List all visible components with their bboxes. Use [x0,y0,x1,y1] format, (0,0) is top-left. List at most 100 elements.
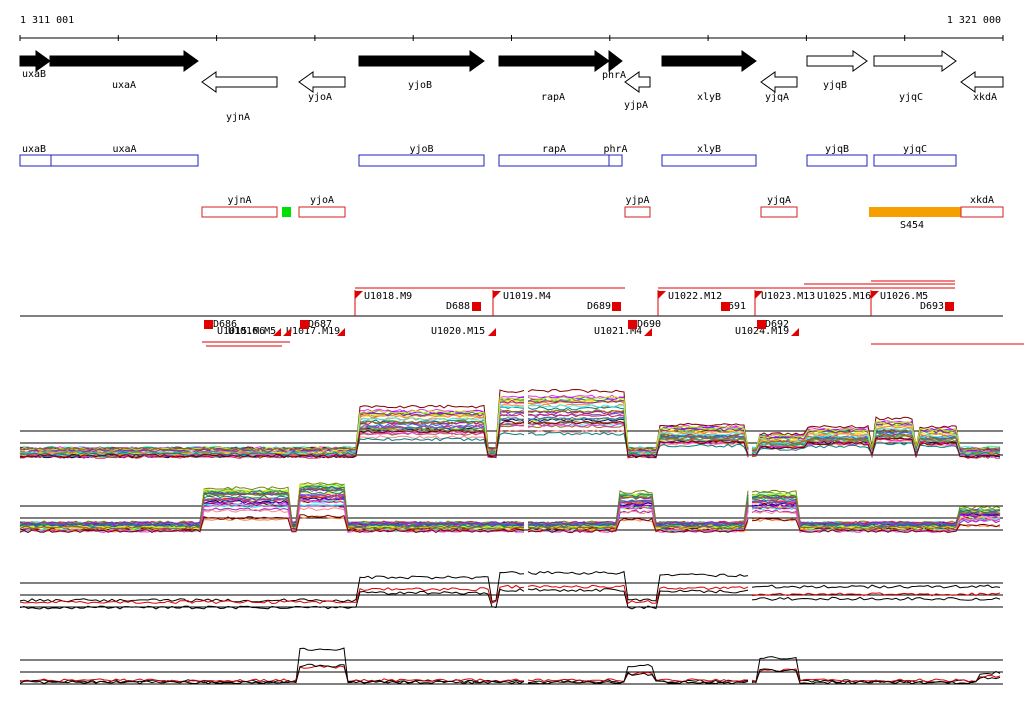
segment-marker [945,302,954,311]
segment-marker [204,320,213,329]
segment-label: U1015.M6 [217,326,265,337]
segment-label: D693 [920,301,944,312]
gene-arrow [298,71,346,93]
segment-flag [755,291,763,299]
segment-marker [757,320,766,329]
expression-trace [19,588,1001,610]
segment-label: D687 [308,319,332,330]
expression-trace [19,494,1001,525]
ruler: 1 311 001 1 321 000 [20,15,1003,39]
segment-label: U1018.M9 [364,291,412,302]
segment-flag [355,291,363,299]
segment-marker [472,302,481,311]
expression-trace [19,665,1001,683]
segment-marker [628,320,637,329]
segment-label: D689 [587,301,611,312]
segment-flag [273,328,281,336]
segment-flag [658,291,666,299]
segment-label: U1017.M19 [286,326,340,337]
reverse-box [624,206,651,218]
expression-trace [19,647,1001,684]
gene-arrow [358,50,485,72]
reverse-box-label: yjnA [227,195,251,206]
gene-label: xkdA [973,92,997,103]
expression-trace [19,494,1001,526]
gene-arrow [760,71,798,93]
segment-label: U1025.M16 [817,291,871,302]
gene-label: rapA [541,92,565,103]
gene-arrow [201,71,278,93]
expression-trace [19,488,1001,526]
expression-trace [19,421,1001,451]
forward-box [661,154,757,167]
gene-arrow [19,50,51,72]
gene-label: yjqA [765,92,789,103]
reverse-box [298,206,346,218]
gene-arrow [624,71,651,93]
forward-box [358,154,485,167]
segment-label: U1021.M4 [594,326,642,337]
segment-marker [721,302,730,311]
segment-label: D686 [213,319,237,330]
gene-label: yjoB [408,80,432,91]
segment-label: U1023.M13 [761,291,815,302]
feature-box [869,207,961,217]
expression-trace [19,487,1001,530]
gene-label: yjqC [899,92,923,103]
gene-label: yjqB [823,80,847,91]
segment-flag [488,328,496,336]
expression-trace [19,410,1001,454]
segment-flag [871,291,879,299]
reverse-box [760,206,798,218]
marker-box [282,207,291,217]
forward-box [806,154,868,167]
gene-label: yjnA [226,112,250,123]
gene-arrow [806,50,868,72]
gene-arrow [498,50,610,72]
forward-box [873,154,957,167]
reverse-box-label: yjoA [310,195,334,206]
forward-box-label: phrA [603,144,627,155]
gene-label: yjoA [308,92,332,103]
forward-box [50,154,199,167]
forward-box-label: rapA [542,144,566,155]
forward-box-label: yjqB [825,144,849,155]
expression-trace [19,499,1001,533]
segment-flag [493,291,501,299]
reverse-box-label: xkdA [970,195,994,206]
forward-box-label: yjoB [409,144,433,155]
forward-box-label: uxaB [22,144,46,155]
forward-box-label: yjqC [903,144,927,155]
expression-trace [19,420,1001,459]
forward-box [19,154,52,167]
expression-trace [19,663,1001,685]
forward-box-label: uxaA [112,144,136,155]
reverse-box-label: yjqA [767,195,791,206]
ruler-start: 1 311 001 [20,15,74,26]
segment-label: U1026.M5 [880,291,928,302]
gene-arrow [873,50,957,72]
gene-label: uxaB [22,69,46,80]
expression-trace [19,488,1001,526]
segment-marker [300,320,309,329]
segment-label: D690 [637,319,661,330]
gene-label: uxaA [112,80,136,91]
expression-trace [19,496,1001,526]
segment-flag [791,328,799,336]
gene-arrow [960,71,1004,93]
segment-label: D691 [722,301,746,312]
reverse-box [201,206,278,218]
ruler-end: 1 321 000 [947,15,1001,26]
expression-trace [19,570,1001,603]
gene-label: xlyB [697,92,721,103]
segment-marker [612,302,621,311]
segment-flag [337,328,345,336]
expression-trace [19,514,1001,534]
gene-label: phrA [602,70,626,81]
segment-label: U1016.M5 [228,326,276,337]
segment-label: D688 [446,301,470,312]
gene-label: yjpA [624,100,648,111]
forward-box-label: xlyB [697,144,721,155]
segment-flag [283,328,291,336]
